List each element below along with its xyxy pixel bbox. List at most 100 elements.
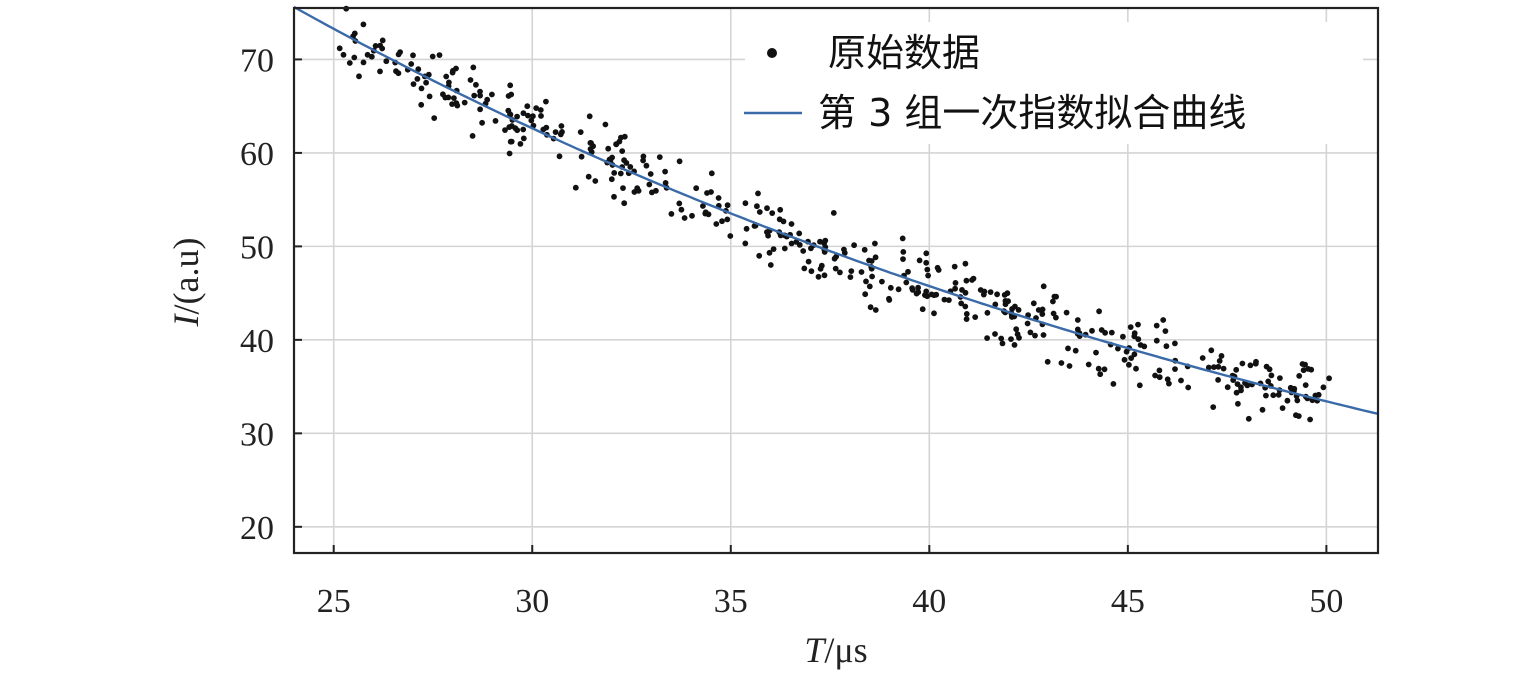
data-point — [502, 127, 508, 133]
x-tick-label: 40 — [912, 583, 946, 620]
data-point — [1137, 342, 1144, 348]
data-point — [969, 277, 975, 283]
data-point — [1123, 348, 1130, 355]
data-point — [766, 249, 773, 256]
data-point — [1131, 351, 1138, 358]
data-point — [872, 307, 879, 313]
data-point — [821, 272, 828, 279]
data-point — [1263, 392, 1269, 399]
data-point — [656, 154, 663, 161]
data-point — [1152, 372, 1158, 379]
data-point — [336, 45, 343, 52]
legend: 原始数据 第 3 组一次指数拟合曲线 — [744, 22, 1363, 144]
data-point — [1053, 314, 1059, 321]
data-point — [887, 284, 894, 291]
data-point — [558, 123, 565, 129]
x-tick-label: 50 — [1309, 583, 1343, 620]
data-point — [1136, 382, 1143, 389]
data-point — [998, 335, 1005, 342]
data-point — [479, 119, 485, 126]
data-point — [869, 273, 875, 280]
data-point — [1284, 397, 1291, 404]
data-point — [1293, 412, 1299, 419]
data-point — [984, 309, 991, 316]
data-point — [1097, 371, 1104, 378]
data-point — [552, 129, 559, 136]
data-point — [708, 170, 715, 177]
data-point — [620, 185, 626, 192]
data-point — [1178, 377, 1184, 384]
data-point — [1096, 308, 1102, 315]
data-point — [340, 51, 347, 58]
data-point — [1259, 406, 1266, 413]
data-point — [418, 101, 425, 108]
data-point — [1027, 329, 1034, 336]
data-point — [872, 254, 879, 261]
data-point — [872, 240, 878, 247]
data-point — [1098, 327, 1105, 333]
data-point — [992, 301, 999, 308]
data-point — [410, 52, 416, 59]
data-point — [1110, 381, 1117, 387]
data-point — [963, 277, 970, 284]
data-point — [724, 216, 731, 223]
data-point — [769, 210, 776, 217]
y-tick-label: 50 — [240, 229, 274, 266]
data-point — [1302, 382, 1309, 388]
data-point — [923, 259, 930, 266]
data-point — [915, 284, 921, 291]
data-point — [822, 237, 829, 244]
data-point — [1218, 353, 1225, 359]
data-point — [931, 310, 937, 317]
data-point — [743, 225, 750, 232]
data-point — [1156, 374, 1163, 381]
data-point — [808, 268, 815, 275]
data-point — [408, 61, 415, 67]
data-point — [909, 285, 915, 292]
data-point — [1270, 392, 1277, 399]
data-point — [1172, 366, 1178, 372]
data-point — [1044, 358, 1051, 365]
axis-ticks: 25 30 35 40 45 50 20 30 40 50 60 70 — [240, 42, 1343, 620]
data-point — [431, 115, 438, 121]
data-point — [923, 250, 930, 257]
data-point — [905, 268, 911, 275]
data-point — [756, 209, 763, 215]
data-point — [429, 53, 436, 60]
y-tick-label: 40 — [240, 323, 274, 360]
data-point — [1234, 381, 1241, 387]
data-point — [662, 168, 668, 175]
x-tick-label: 25 — [317, 583, 351, 620]
data-point — [754, 203, 760, 210]
data-point — [1126, 361, 1132, 368]
data-point — [962, 289, 969, 296]
data-point — [360, 21, 367, 28]
data-point — [963, 316, 970, 322]
data-point — [1299, 361, 1306, 367]
data-point — [442, 94, 449, 101]
data-point — [900, 256, 906, 262]
data-point — [1162, 328, 1169, 334]
y-tick-label: 70 — [240, 42, 274, 79]
data-point — [1268, 372, 1275, 379]
data-point — [1320, 384, 1327, 391]
data-point — [623, 160, 630, 166]
data-point — [1245, 415, 1252, 422]
data-point — [962, 303, 969, 310]
data-point — [987, 289, 994, 295]
data-point — [702, 209, 709, 216]
data-point — [351, 54, 358, 61]
data-point — [923, 288, 930, 295]
data-point — [1001, 292, 1008, 298]
y-tick-label: 60 — [240, 136, 274, 173]
data-point — [627, 164, 634, 170]
data-point — [1040, 283, 1047, 290]
data-point — [578, 153, 585, 160]
legend-label-points: 原始数据 — [828, 31, 980, 75]
data-point — [621, 200, 628, 207]
data-point — [1253, 358, 1259, 365]
data-point — [450, 67, 456, 74]
data-point — [662, 180, 669, 186]
data-point — [557, 131, 564, 138]
data-point — [755, 190, 761, 197]
